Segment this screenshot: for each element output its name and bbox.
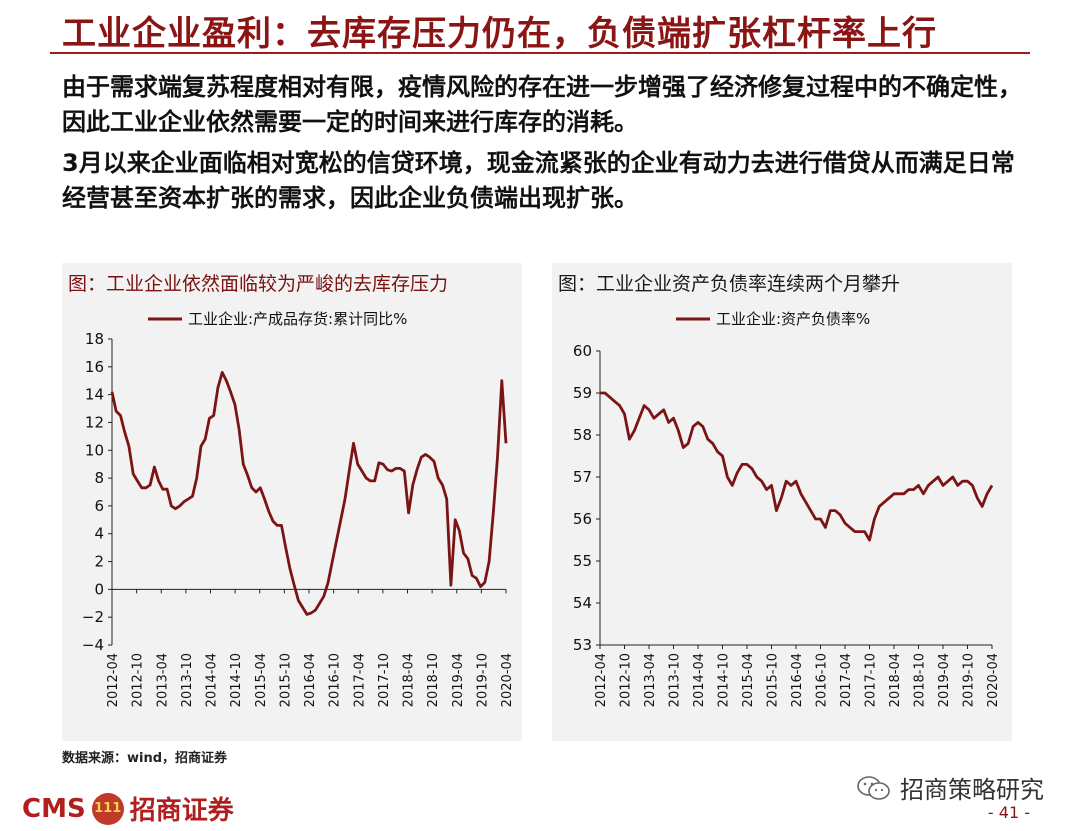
x-tick-label: 2017-04 — [352, 653, 367, 707]
y-tick-label: 57 — [573, 468, 592, 486]
chart-panel-debt-ratio: 图：工业企业资产负债率连续两个月攀升 工业企业:资产负债率% 53 54 55 56 57… — [552, 263, 1012, 741]
y-tick-label: 60 — [573, 342, 592, 360]
x-tick-label: 2015-04 — [254, 653, 269, 707]
page-number: - 41 - — [987, 803, 1030, 822]
x-tick-label: 2015-10 — [766, 653, 781, 707]
page-title: 工业企业盈利：去库存压力仍在，负债端扩张杠杆率上行 — [62, 14, 937, 54]
y-tick-label: 59 — [573, 384, 592, 402]
x-tick-label: 2016-04 — [303, 653, 318, 707]
y-tick-label: −2 — [82, 608, 104, 626]
y-tick-label: 10 — [85, 441, 104, 459]
x-tick-label: 2012-10 — [131, 653, 146, 707]
x-tick-label: 2014-04 — [205, 653, 220, 707]
x-tick-label: 2012-10 — [619, 653, 634, 707]
y-tick-label: 4 — [94, 525, 104, 543]
logo-badge-icon: 111 — [91, 792, 124, 825]
y-tick-label: 53 — [573, 636, 592, 654]
x-tick-label: 2018-10 — [426, 653, 441, 707]
x-tick-label: 2020-04 — [500, 653, 515, 707]
x-tick-label: 2015-10 — [278, 653, 293, 707]
y-tick-label: 16 — [85, 358, 104, 376]
x-tick-label: 2014-10 — [229, 653, 244, 707]
y-tick-label: 18 — [85, 330, 104, 348]
x-tick-label: 2018-10 — [913, 653, 928, 707]
y-tick-label: 0 — [94, 580, 104, 598]
company-logo: CMS 111 招商证券 — [22, 790, 234, 827]
x-tick-label: 2014-10 — [717, 653, 732, 707]
x-tick-label: 2019-10 — [962, 653, 977, 707]
x-tick-label: 2013-10 — [668, 653, 683, 707]
y-tick-label: 14 — [85, 386, 104, 404]
logo-cms-text: CMS — [22, 793, 86, 824]
y-tick-label: 2 — [94, 553, 104, 571]
y-tick-label: 58 — [573, 426, 592, 444]
x-tick-label: 2017-10 — [864, 653, 879, 707]
x-tick-label: 2018-04 — [402, 653, 417, 707]
series-line — [110, 371, 508, 616]
legend-label: 工业企业:资产负债率% — [716, 310, 870, 328]
chart-debt-ratio: 工业企业:资产负债率% 53 54 55 56 57 58 59 60 2012-04 2012-1… — [573, 310, 1001, 707]
watermark-text: 招商策略研究 — [900, 776, 1044, 804]
y-tick-label: 12 — [85, 413, 104, 431]
y-tick-label: 8 — [94, 469, 104, 487]
x-tick-label: 2019-04 — [451, 653, 466, 707]
y-tick-label: 6 — [94, 497, 104, 515]
logo-cn-text: 招商证券 — [129, 796, 234, 826]
x-tick-label: 2017-04 — [839, 653, 854, 707]
y-tick-label: 54 — [573, 594, 592, 612]
x-tick-label: 2016-10 — [328, 653, 343, 707]
body-paragraph-1: 由于需求端复苏程度相对有限，疫情风险的存在进一步增强了经济修复过程中的不确定性，… — [62, 73, 1022, 136]
series-line — [600, 391, 994, 542]
x-tick-label: 2012-04 — [594, 653, 609, 707]
x-tick-label: 2013-04 — [643, 653, 658, 707]
chart-title-inventory: 图：工业企业依然面临较为严峻的去库存压力 — [68, 273, 449, 295]
x-tick-label: 2016-10 — [815, 653, 830, 707]
body-paragraph-2: 3月以来企业面临相对宽松的信贷环境，现金流紧张的企业有动力去进行借贷从而满足日常… — [62, 149, 1015, 212]
chart-panel-inventory: 图：工业企业依然面临较为严峻的去库存压力 工业企业:产成品存货:累计同比% −4 −… — [62, 263, 522, 741]
x-tick-label: 2013-10 — [180, 653, 195, 707]
y-tick-label: 56 — [573, 510, 592, 528]
wechat-watermark: 招商策略研究 — [856, 770, 1044, 805]
legend-label: 工业企业:产成品存货:累计同比% — [188, 310, 407, 328]
x-tick-label: 2019-04 — [937, 653, 952, 707]
chart-title-debt-ratio: 图：工业企业资产负债率连续两个月攀升 — [558, 273, 901, 295]
y-tick-label: −4 — [82, 636, 104, 654]
data-source-note: 数据来源：wind，招商证券 — [62, 751, 228, 766]
title-divider — [50, 52, 1030, 54]
x-tick-label: 2013-04 — [155, 653, 170, 707]
wechat-icon — [857, 775, 890, 800]
y-tick-label: 55 — [573, 552, 592, 570]
chart-inventory: 工业企业:产成品存货:累计同比% −4 −2 0 2 4 6 8 10 12 14 16 18 2012-… — [82, 310, 515, 707]
x-tick-label: 2015-04 — [741, 653, 756, 707]
x-tick-label: 2014-04 — [692, 653, 707, 707]
x-tick-label: 2012-04 — [106, 653, 121, 707]
x-tick-label: 2018-04 — [888, 653, 903, 707]
x-tick-label: 2019-10 — [475, 653, 490, 707]
x-tick-label: 2016-04 — [790, 653, 805, 707]
x-tick-label: 2020-04 — [986, 653, 1001, 707]
x-tick-label: 2017-10 — [377, 653, 392, 707]
